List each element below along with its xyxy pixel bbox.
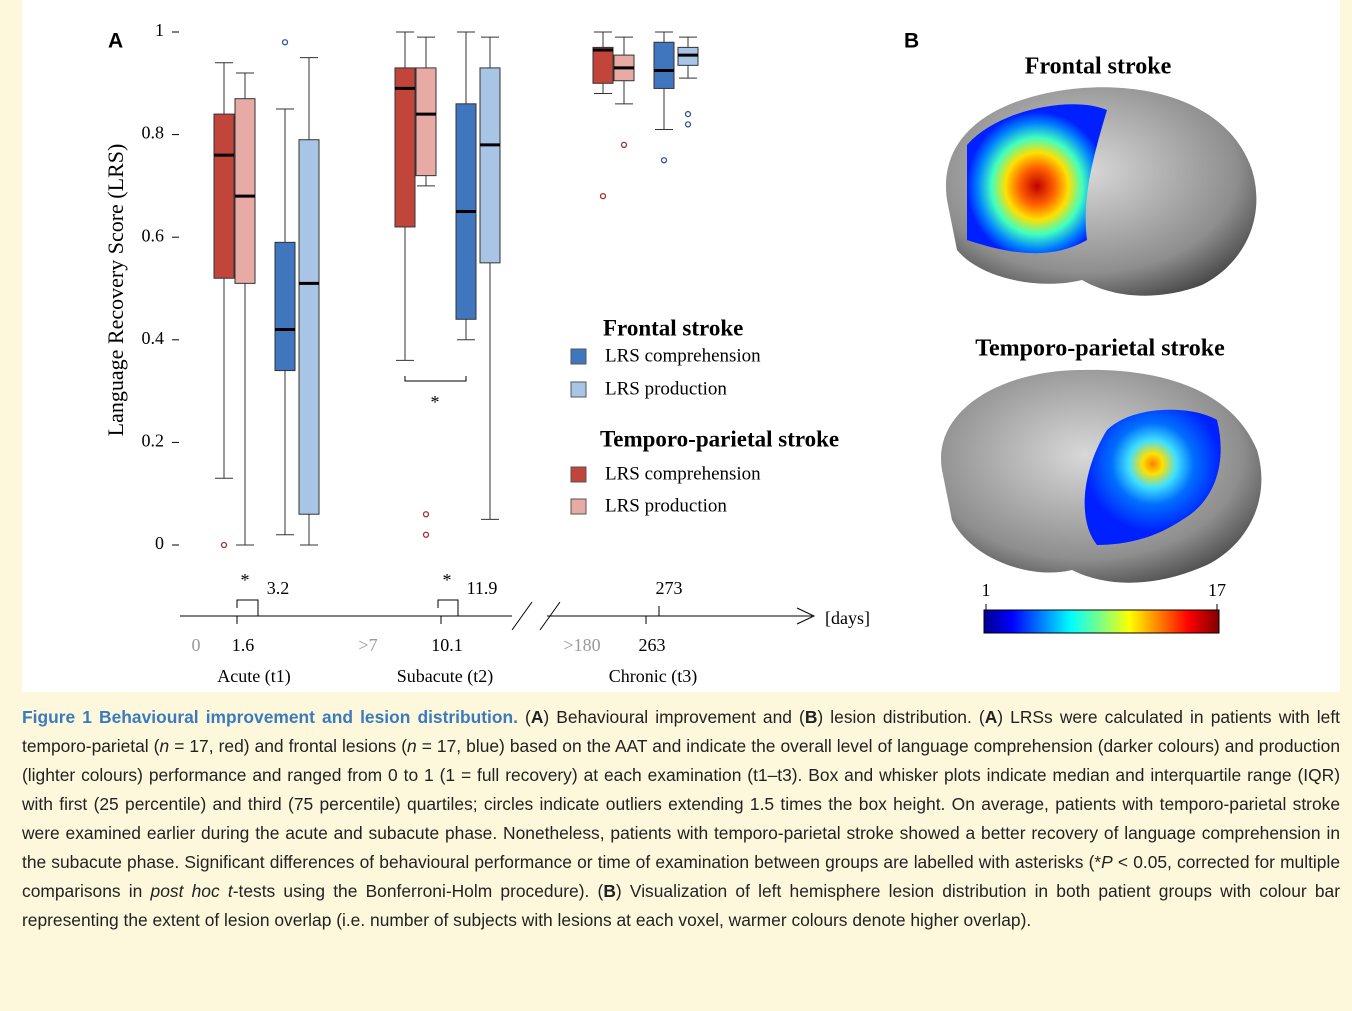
caption-text: ) LRSs were calculated in patients with … — [22, 707, 1340, 756]
caption-text: B — [603, 881, 616, 901]
x-category: Subacute (t2) — [397, 666, 493, 687]
caption-text: ) Visualization of left hemisphere lesio… — [22, 881, 1341, 930]
caption-text: = 17, blue) based on the AAT and indicat… — [22, 736, 1341, 872]
panel-label: A — [108, 30, 123, 53]
day-label: 10.1 — [431, 635, 463, 655]
y-tick-label: 0.2 — [142, 431, 165, 451]
caption-text: post hoc t — [150, 881, 233, 901]
caption-text: A — [984, 707, 998, 727]
box — [213, 113, 235, 279]
figure: A B Language Recovery Score (LRS) 0 0.2 0.4 0.… — [22, 0, 1340, 692]
legend-title: Frontal stroke — [603, 315, 743, 340]
caption-text: ) lesion distribution. ( — [817, 707, 985, 727]
day-label: 3.2 — [267, 578, 290, 598]
lesion-frontal — [967, 104, 1107, 254]
legend-swatch — [570, 348, 587, 365]
legend-title: Temporo-parietal stroke — [600, 426, 839, 451]
axis-break — [511, 601, 533, 631]
significance-bracket — [236, 599, 259, 608]
box — [274, 241, 296, 372]
y-tick-label: 0.6 — [142, 225, 165, 245]
day-label: 263 — [639, 635, 666, 655]
day-label: 11.9 — [467, 578, 498, 598]
significance: * — [241, 570, 250, 590]
outlier — [660, 157, 668, 164]
colorbar — [983, 609, 1220, 634]
panel-label: B — [904, 30, 919, 53]
colorbar-label: 17 — [1208, 580, 1226, 600]
caption: Figure 1 Behavioural improvement and les… — [22, 703, 1340, 935]
phase-start-label: 0 — [192, 635, 201, 655]
box — [298, 139, 320, 515]
significance: * — [431, 392, 440, 412]
outlier — [281, 39, 289, 46]
box — [479, 67, 501, 264]
caption-text: = 17, red) and frontal lesions ( — [169, 736, 408, 756]
legend-swatch — [570, 466, 587, 483]
x-category: Chronic (t3) — [609, 666, 697, 687]
lesion-title: Temporo-parietal stroke — [975, 336, 1225, 362]
x-category: Acute (t1) — [217, 666, 290, 687]
y-axis-label: Language Recovery Score (LRS) — [103, 144, 128, 437]
y-tick-label: 0 — [155, 533, 164, 553]
y-tick-label: 0.8 — [142, 123, 165, 143]
significance-bracket — [437, 599, 459, 608]
legend-label: LRS comprehension — [605, 345, 761, 366]
outlier — [422, 511, 430, 518]
box — [234, 98, 256, 284]
timeline-unit: [days] — [825, 608, 870, 628]
outlier — [220, 541, 228, 549]
significance: * — [443, 570, 452, 590]
outlier — [422, 531, 430, 538]
caption-title: Figure 1 Behavioural improvement and les… — [22, 707, 518, 727]
box — [415, 67, 437, 177]
caption-text: A — [530, 707, 544, 727]
lesion-title: Frontal stroke — [1025, 54, 1172, 80]
caption-text: B — [804, 707, 818, 727]
timeline-arrow — [796, 607, 816, 625]
significance-bracket — [404, 376, 467, 382]
phase-start-label: >180 — [563, 635, 600, 655]
outlier — [620, 141, 628, 149]
lesion-temporo-parietal — [1084, 409, 1221, 545]
phase-start-label: >7 — [358, 635, 377, 655]
outlier — [599, 193, 607, 200]
caption-text: P — [1101, 852, 1113, 872]
caption-text: ( — [517, 707, 531, 727]
caption-text: n — [407, 736, 417, 756]
colorbar-label: 1 — [982, 580, 991, 600]
y-tick-label: 1 — [155, 20, 164, 40]
legend-label: LRS production — [605, 378, 727, 399]
day-label: 1.6 — [232, 635, 255, 655]
outlier — [684, 110, 692, 118]
outlier — [684, 121, 692, 128]
legend-label: LRS comprehension — [605, 463, 761, 484]
caption-text: ) Behavioural improvement and ( — [543, 707, 805, 727]
caption-text: -tests using the Bonferroni-Holm procedu… — [232, 881, 604, 901]
y-tick-label: 0.4 — [142, 328, 165, 348]
box — [394, 67, 416, 228]
box — [653, 41, 675, 89]
caption-text: n — [159, 736, 170, 756]
caption-text: < 0.05, corrected for multiple compariso… — [22, 852, 1340, 901]
legend-swatch — [570, 381, 587, 398]
legend-swatch — [570, 498, 587, 515]
box — [592, 46, 614, 84]
legend-label: LRS production — [605, 495, 727, 516]
day-label: 273 — [656, 578, 683, 598]
